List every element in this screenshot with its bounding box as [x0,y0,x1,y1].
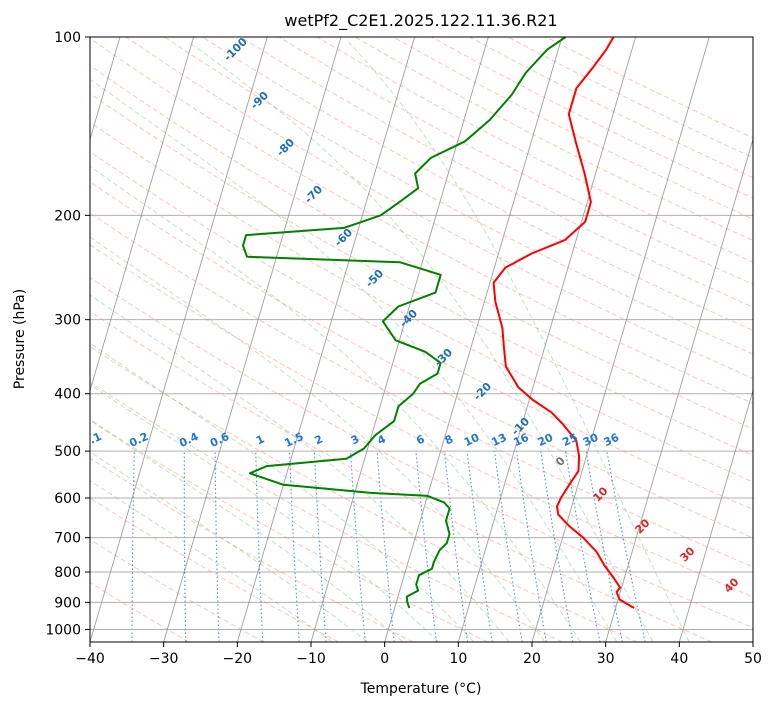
dry-adiabat-line [202,37,753,331]
mixing-ratio-line [565,451,601,642]
isopleth-label: 10 [462,431,482,449]
dry-adiabat-line [90,457,414,642]
dry-adiabat-line [240,37,753,308]
dry-adiabat-line [90,345,638,642]
moist-adiabat-line [90,165,581,642]
mixing-ratio-line [585,451,623,642]
chart-title: wetPf2_C2E1.2025.122.11.36.R21 [284,11,557,31]
moist-adiabat-line [90,294,510,642]
dry-adiabat-line [278,37,753,285]
moist-adiabats [90,41,690,642]
isotherm-line [605,137,753,642]
x-tick-label: −10 [296,651,326,667]
mixing-ratio-line [443,451,469,642]
dry-adiabat-line [90,92,753,456]
x-tick-label: 20 [523,651,541,667]
x-tick-label: 50 [744,651,762,667]
y-tick-label: 500 [54,444,81,460]
moist-adiabat-line [90,479,332,642]
y-tick-label: 400 [54,387,81,403]
isotherm-line [90,37,195,393]
dry-adiabat-line [90,277,753,629]
dry-adiabat-line [90,581,190,642]
mixing-ratio-line [415,451,437,642]
y-axis-label: Pressure (hPa) [12,289,28,389]
series-layer [242,37,635,609]
isotherm-line [384,37,563,642]
x-tick-label: −30 [149,651,179,667]
y-tick-label: 200 [54,208,81,224]
plot-area: -100-90-80-70-60-50-40-30-20-10010203040… [90,37,753,642]
isotherm-line [531,37,710,642]
mixing-ratio-line [349,451,366,642]
x-axis-label: Temperature (°C) [360,681,482,697]
moist-adiabat-line [348,41,690,642]
dry-adiabat-line [90,381,563,642]
isopleth-label: 16 [511,431,531,449]
isotherm-line [678,389,753,642]
x-tick-label: −40 [75,651,105,667]
mixing-ratio-line [516,451,547,642]
x-tick-label: 30 [597,651,615,667]
y-axis: 100 200 300 400 500 600 700 800 900 1000 [45,30,90,638]
dry-adiabat-line [90,244,753,598]
mixing-ratio-line [376,451,395,642]
isopleth-label: 13 [489,431,508,449]
x-tick-label: 10 [449,651,467,667]
dry-adiabat-line [90,121,753,483]
isopleth-label: 25 [560,431,579,449]
isotherm-line [457,37,637,642]
plot-frame [89,36,754,643]
temperature-line [492,37,635,609]
mixing-ratio-line [466,451,493,642]
moist-adiabat-line [90,236,545,642]
isotherm-line [90,37,268,642]
moist-adiabat-line [90,78,617,642]
moist-adiabat-line [90,383,439,642]
moist-adiabat-line [90,419,403,642]
y-tick-label: 1000 [45,622,81,638]
mixing-ratio-line [493,451,523,642]
isopleth-label: 20 [536,431,556,449]
y-tick-label: 900 [54,595,81,611]
isotherm-line [310,37,489,642]
isopleth-label: 36 [602,431,622,449]
moist-adiabat-line [188,41,654,642]
isotherm-line [163,37,342,642]
y-tick-label: 800 [54,565,81,581]
dry-adiabat-line [90,181,753,539]
isotherm-line [236,37,416,642]
pressure-gridlines [90,37,753,630]
dewpoint-line [242,37,567,609]
mixing-ratio-line [606,450,646,642]
dry-adiabat-line [90,64,753,430]
x-tick-label: −20 [223,651,253,667]
mixing-ratio-lines [131,450,646,642]
isopleth-label: 30 [581,431,601,449]
x-tick-label: 0 [380,651,389,667]
isotherms [90,37,753,642]
y-tick-label: 100 [54,30,81,46]
x-tick-label: 40 [670,651,688,667]
x-axis: −40 −30 −20 −10 0 10 20 30 40 50 [75,642,762,667]
y-tick-label: 300 [54,313,81,329]
dry-adiabat-line [90,497,339,642]
y-tick-label: 600 [54,491,81,507]
y-tick-label: 700 [54,531,81,547]
